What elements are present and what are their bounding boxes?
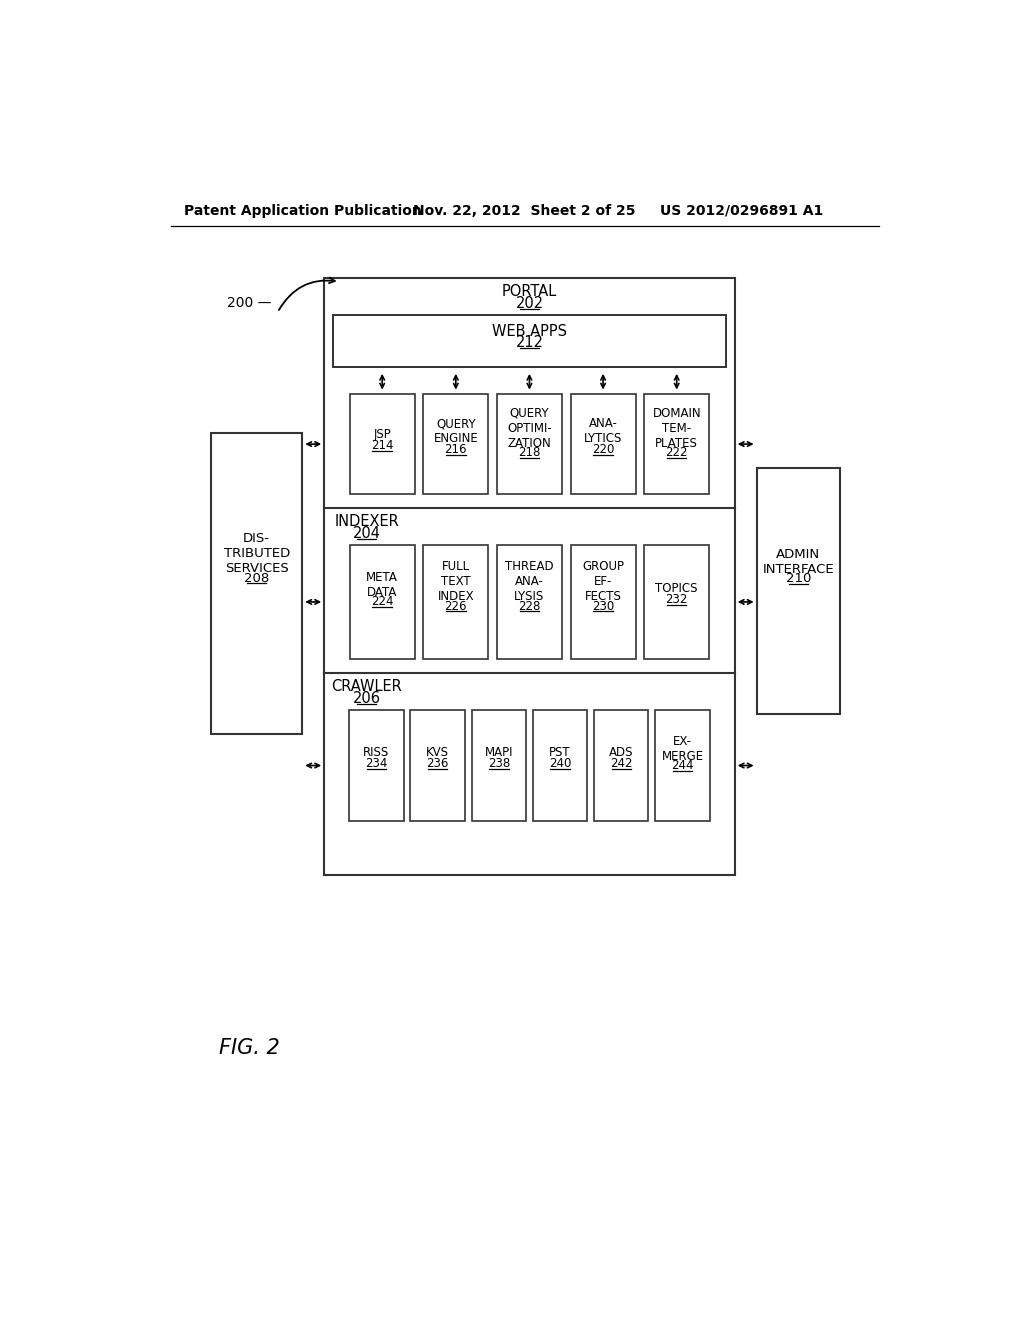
- Bar: [757, 469, 841, 714]
- Text: KVS: KVS: [426, 746, 450, 759]
- Text: 216: 216: [444, 444, 467, 455]
- Text: 230: 230: [592, 599, 614, 612]
- Bar: [532, 710, 587, 821]
- Text: 206: 206: [352, 690, 381, 706]
- Bar: [349, 395, 415, 494]
- Text: 218: 218: [518, 446, 541, 459]
- Text: Patent Application Publication: Patent Application Publication: [183, 203, 422, 218]
- Bar: [423, 395, 488, 494]
- Text: 204: 204: [352, 525, 381, 541]
- Text: 242: 242: [610, 758, 633, 770]
- Text: 228: 228: [518, 599, 541, 612]
- Text: ADMIN
INTERFACE: ADMIN INTERFACE: [763, 548, 835, 576]
- Text: ANA-
LYTICS: ANA- LYTICS: [584, 417, 623, 445]
- Text: 222: 222: [666, 446, 688, 459]
- Text: 232: 232: [666, 593, 688, 606]
- Bar: [349, 545, 415, 659]
- Text: DIS-
TRIBUTED
SERVICES: DIS- TRIBUTED SERVICES: [223, 532, 290, 576]
- Text: TOPICS: TOPICS: [655, 582, 698, 595]
- Bar: [497, 545, 562, 659]
- Text: 234: 234: [366, 758, 387, 770]
- Text: 238: 238: [487, 758, 510, 770]
- Text: 214: 214: [371, 440, 393, 453]
- Text: MAPI: MAPI: [484, 746, 513, 759]
- Text: GROUP
EF-
FECTS: GROUP EF- FECTS: [582, 560, 624, 603]
- Text: 210: 210: [785, 572, 811, 585]
- Text: THREAD
ANA-
LYSIS: THREAD ANA- LYSIS: [505, 560, 554, 603]
- Text: 208: 208: [244, 572, 269, 585]
- Bar: [594, 710, 648, 821]
- Text: RISS: RISS: [364, 746, 389, 759]
- Text: 200 —: 200 —: [227, 296, 271, 310]
- Text: DOMAIN
TEM-
PLATES: DOMAIN TEM- PLATES: [652, 407, 701, 450]
- Text: FULL
TEXT
INDEX: FULL TEXT INDEX: [437, 560, 474, 603]
- Text: 224: 224: [371, 595, 393, 609]
- Bar: [497, 395, 562, 494]
- Text: JSP: JSP: [374, 428, 391, 441]
- Bar: [411, 710, 465, 821]
- Text: US 2012/0296891 A1: US 2012/0296891 A1: [659, 203, 823, 218]
- Text: 244: 244: [672, 759, 694, 772]
- Text: CRAWLER: CRAWLER: [332, 678, 402, 694]
- Text: EX-
MERGE: EX- MERGE: [662, 735, 703, 763]
- Text: 240: 240: [549, 758, 571, 770]
- Text: 212: 212: [515, 335, 544, 350]
- Bar: [211, 433, 302, 734]
- Bar: [644, 545, 710, 659]
- Bar: [570, 545, 636, 659]
- Text: QUERY
OPTIMI-
ZATION: QUERY OPTIMI- ZATION: [507, 407, 552, 450]
- Text: PORTAL: PORTAL: [502, 284, 557, 300]
- Text: Nov. 22, 2012  Sheet 2 of 25: Nov. 22, 2012 Sheet 2 of 25: [414, 203, 636, 218]
- Text: 236: 236: [426, 758, 449, 770]
- Bar: [472, 710, 526, 821]
- Text: META
DATA: META DATA: [367, 570, 398, 599]
- Text: QUERY
ENGINE: QUERY ENGINE: [433, 417, 478, 445]
- Text: WEB APPS: WEB APPS: [492, 325, 567, 339]
- Text: INDEXER: INDEXER: [334, 515, 399, 529]
- Text: 220: 220: [592, 444, 614, 455]
- Bar: [334, 314, 726, 367]
- Text: FIG. 2: FIG. 2: [219, 1038, 281, 1057]
- Text: ADS: ADS: [609, 746, 634, 759]
- Bar: [324, 277, 735, 875]
- Bar: [655, 710, 710, 821]
- Bar: [423, 545, 488, 659]
- Text: PST: PST: [549, 746, 570, 759]
- Text: 202: 202: [515, 296, 544, 310]
- Text: 226: 226: [444, 599, 467, 612]
- Bar: [570, 395, 636, 494]
- Bar: [349, 710, 403, 821]
- Bar: [644, 395, 710, 494]
- FancyArrowPatch shape: [279, 277, 335, 310]
